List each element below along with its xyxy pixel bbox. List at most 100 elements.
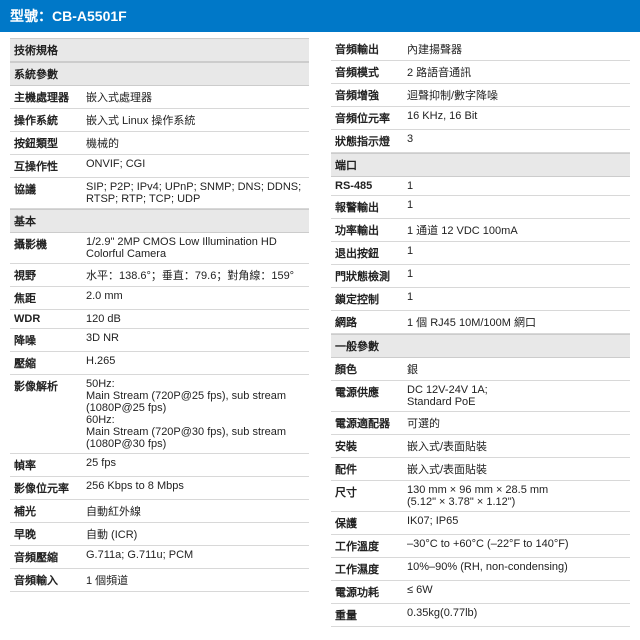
spec-label: 狀態指示燈 [331, 130, 403, 152]
spec-value: 256 Kbps to 8 Mbps [82, 477, 309, 499]
spec-row: 電源功耗≤ 6W [331, 581, 630, 604]
spec-row: 報警輸出1 [331, 196, 630, 219]
spec-value: G.711a; G.711u; PCM [82, 546, 309, 568]
spec-row: 退出按鈕1 [331, 242, 630, 265]
spec-value: 50Hz: Main Stream (720P@25 fps), sub str… [82, 375, 309, 453]
spec-value: H.265 [82, 352, 309, 374]
spec-label: 操作系統 [10, 109, 82, 131]
spec-row: 補光自動紅外線 [10, 500, 309, 523]
spec-value: IK07; IP65 [403, 512, 630, 534]
left-column: 技術規格系統參數主機處理器嵌入式處理器操作系統嵌入式 Linux 操作系統按鈕類… [10, 38, 309, 627]
spec-value: 嵌入式/表面貼裝 [403, 435, 630, 457]
spec-label: 協議 [10, 178, 82, 208]
spec-row: 工作濕度10%–90% (RH, non-condensing) [331, 558, 630, 581]
section-header: 端口 [331, 153, 630, 177]
spec-row: 主機處理器嵌入式處理器 [10, 86, 309, 109]
spec-value: 嵌入式 Linux 操作系統 [82, 109, 309, 131]
spec-row: 配件嵌入式/表面貼裝 [331, 458, 630, 481]
spec-row: WDR120 dB [10, 310, 309, 329]
spec-row: 門狀態檢測1 [331, 265, 630, 288]
spec-value: SIP; P2P; IPv4; UPnP; SNMP; DNS; DDNS; R… [82, 178, 309, 208]
spec-row: 按鈕類型機械的 [10, 132, 309, 155]
page-title: 型號：CB-A5501F [0, 0, 640, 32]
spec-value: 0.35kg(0.77lb) [403, 604, 630, 626]
spec-value: 130 mm × 96 mm × 28.5 mm (5.12" × 3.78" … [403, 481, 630, 511]
spec-label: 焦距 [10, 287, 82, 309]
spec-value: 25 fps [82, 454, 309, 476]
spec-value: 2 路語音通訊 [403, 61, 630, 83]
spec-row: 功率輸出1 通道 12 VDC 100mA [331, 219, 630, 242]
spec-label: 網路 [331, 311, 403, 333]
spec-value: 自動紅外線 [82, 500, 309, 522]
spec-label: 門狀態檢測 [331, 265, 403, 287]
spec-label: 壓縮 [10, 352, 82, 374]
spec-label: 視野 [10, 264, 82, 286]
spec-row: 音頻位元率16 KHz, 16 Bit [331, 107, 630, 130]
spec-row: 狀態指示燈3 [331, 130, 630, 153]
spec-value: 2.0 mm [82, 287, 309, 309]
spec-row: 顏色銀 [331, 358, 630, 381]
spec-row: 壓縮H.265 [10, 352, 309, 375]
spec-label: 尺寸 [331, 481, 403, 511]
spec-label: 工作濕度 [331, 558, 403, 580]
spec-columns: 技術規格系統參數主機處理器嵌入式處理器操作系統嵌入式 Linux 操作系統按鈕類… [0, 32, 640, 637]
spec-label: 音頻壓縮 [10, 546, 82, 568]
spec-value: 1 [403, 288, 630, 310]
section-header: 技術規格 [10, 38, 309, 62]
spec-value: 16 KHz, 16 Bit [403, 107, 630, 129]
spec-row: 互操作性ONVIF; CGI [10, 155, 309, 178]
spec-row: 影像解析50Hz: Main Stream (720P@25 fps), sub… [10, 375, 309, 454]
spec-label: 鎖定控制 [331, 288, 403, 310]
spec-value: ONVIF; CGI [82, 155, 309, 177]
spec-value: 內建揚聲器 [403, 38, 630, 60]
spec-label: WDR [10, 310, 82, 328]
spec-row: 音頻模式2 路語音通訊 [331, 61, 630, 84]
spec-row: 操作系統嵌入式 Linux 操作系統 [10, 109, 309, 132]
spec-value: ≤ 6W [403, 581, 630, 603]
spec-value: 3D NR [82, 329, 309, 351]
spec-label: 音頻模式 [331, 61, 403, 83]
spec-label: 主機處理器 [10, 86, 82, 108]
spec-label: 早晚 [10, 523, 82, 545]
spec-value: 1 [403, 242, 630, 264]
spec-value: 10%–90% (RH, non-condensing) [403, 558, 630, 580]
spec-value: 1/2.9" 2MP CMOS Low Illumination HD Colo… [82, 233, 309, 263]
spec-row: 攝影機1/2.9" 2MP CMOS Low Illumination HD C… [10, 233, 309, 264]
spec-row: 音頻輸入1 個頻道 [10, 569, 309, 592]
spec-label: 幀率 [10, 454, 82, 476]
spec-row: 視野水平：138.6°；垂直：79.6；對角線：159° [10, 264, 309, 287]
spec-label: 安裝 [331, 435, 403, 457]
spec-label: RS-485 [331, 177, 403, 195]
spec-value: 1 [403, 196, 630, 218]
section-header: 一般參數 [331, 334, 630, 358]
spec-label: 電源供應 [331, 381, 403, 411]
spec-row: 電源供應DC 12V-24V 1A; Standard PoE [331, 381, 630, 412]
spec-label: 配件 [331, 458, 403, 480]
spec-row: 尺寸130 mm × 96 mm × 28.5 mm (5.12" × 3.78… [331, 481, 630, 512]
spec-label: 工作溫度 [331, 535, 403, 557]
spec-label: 保護 [331, 512, 403, 534]
spec-value: DC 12V-24V 1A; Standard PoE [403, 381, 630, 411]
spec-value: 嵌入式/表面貼裝 [403, 458, 630, 480]
spec-value: 嵌入式處理器 [82, 86, 309, 108]
spec-label: 顏色 [331, 358, 403, 380]
spec-row: 電源適配器可選的 [331, 412, 630, 435]
spec-row: 協議SIP; P2P; IPv4; UPnP; SNMP; DNS; DDNS;… [10, 178, 309, 209]
spec-row: 焦距2.0 mm [10, 287, 309, 310]
spec-value: 迴聲抑制/數字降噪 [403, 84, 630, 106]
spec-value: 1 個 RJ45 10M/100M 網口 [403, 311, 630, 333]
spec-label: 補光 [10, 500, 82, 522]
section-header: 基本 [10, 209, 309, 233]
spec-value: 1 [403, 265, 630, 287]
spec-row: 音頻輸出內建揚聲器 [331, 38, 630, 61]
spec-label: 功率輸出 [331, 219, 403, 241]
spec-label: 影像解析 [10, 375, 82, 453]
spec-row: 降噪3D NR [10, 329, 309, 352]
spec-row: 網路1 個 RJ45 10M/100M 網口 [331, 311, 630, 334]
spec-label: 電源功耗 [331, 581, 403, 603]
spec-label: 攝影機 [10, 233, 82, 263]
spec-row: 工作溫度–30°C to +60°C (–22°F to 140°F) [331, 535, 630, 558]
spec-value: –30°C to +60°C (–22°F to 140°F) [403, 535, 630, 557]
spec-value: 1 通道 12 VDC 100mA [403, 219, 630, 241]
spec-label: 按鈕類型 [10, 132, 82, 154]
